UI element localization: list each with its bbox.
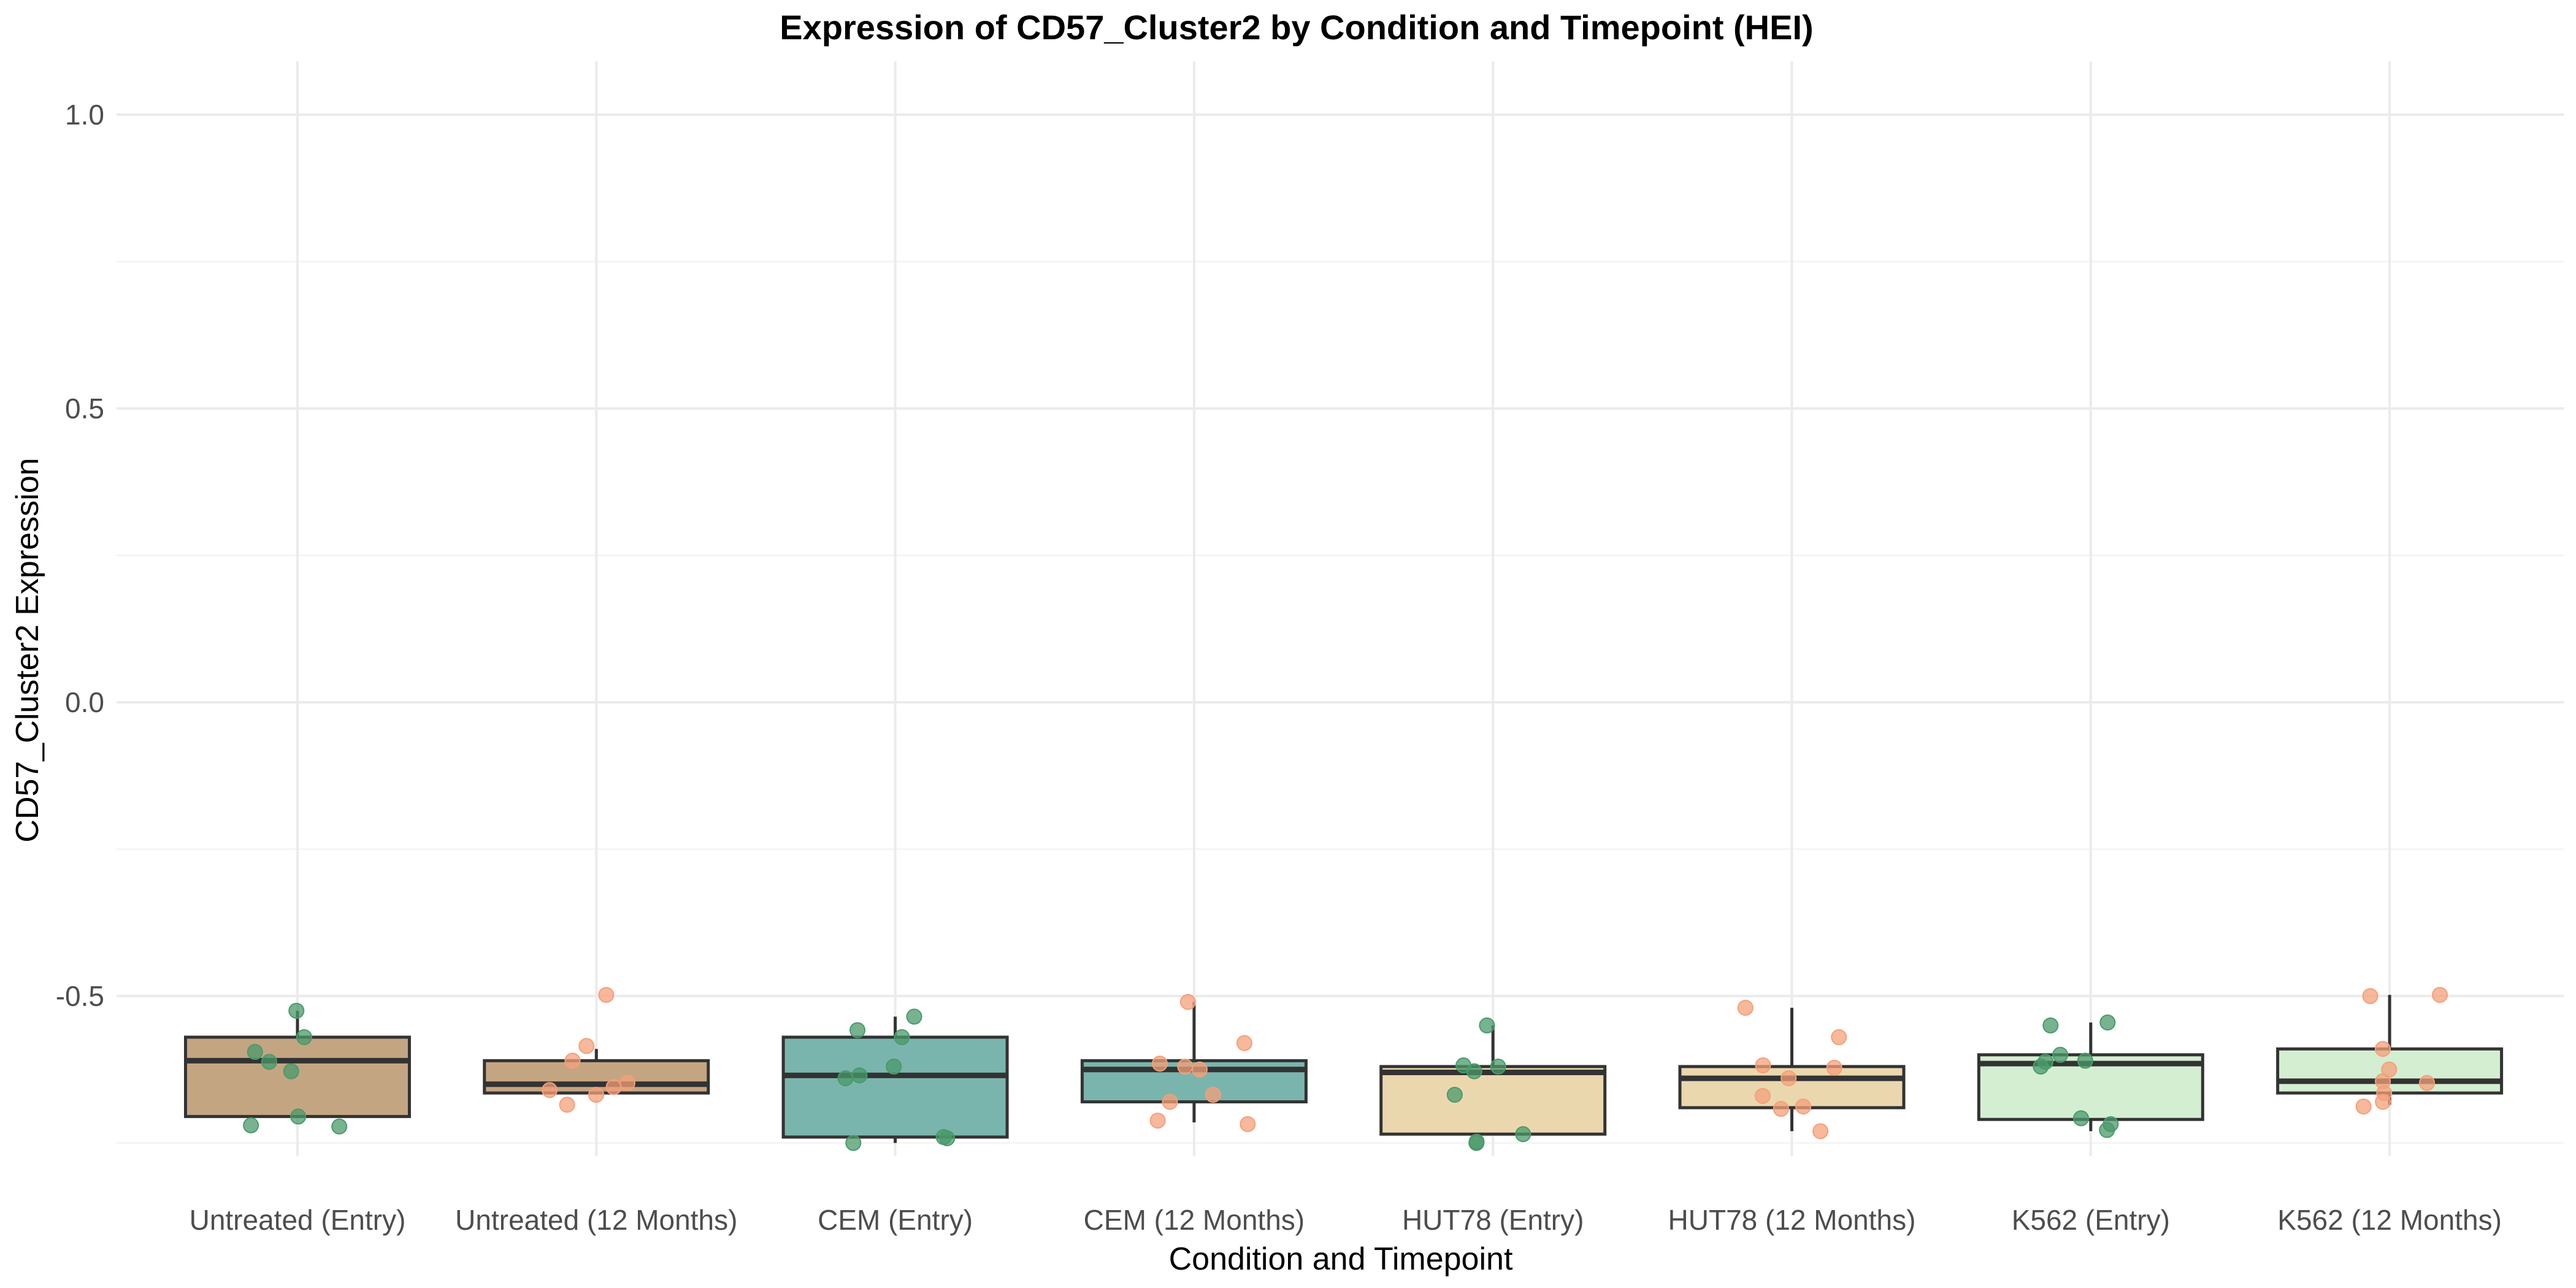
x-tick-label: HUT78 (12 Months) [1668,1204,1916,1236]
jitter-points [243,987,2448,1151]
data-point [2073,1110,2090,1127]
box-0 [184,1010,411,1118]
data-point [939,1130,956,1146]
x-axis-title: Condition and Timepoint [1169,1241,1513,1277]
data-point [1162,1094,1178,1110]
data-point [1149,1113,1166,1129]
chart-title: Expression of CD57_Cluster2 by Condition… [780,8,1813,47]
box-3 [1080,1002,1308,1122]
grid-lines [117,61,2564,1156]
x-axis-tick-labels: Untreated (Entry) Untreated (12 Months) CE… [190,1204,2502,1236]
data-point [261,1054,277,1070]
data-point [1191,1061,1208,1078]
data-point [1466,1063,1482,1079]
data-point [290,1108,307,1125]
box-plot-series [184,995,2504,1143]
data-point [906,1008,922,1025]
data-point [2052,1046,2069,1063]
x-tick-label: K562 (12 Months) [2277,1204,2502,1236]
y-tick-label: 1.0 [65,99,104,131]
data-point [1826,1059,1842,1076]
data-point [1737,1000,1754,1016]
data-point [849,1022,866,1038]
box-1 [483,1049,710,1095]
data-point [2432,987,2448,1003]
data-point [331,1118,348,1135]
data-point [851,1067,868,1084]
y-tick-label: 0.5 [65,393,104,424]
data-point [605,1079,622,1095]
data-point [886,1058,902,1075]
data-point [243,1117,259,1133]
box-6 [1977,1022,2204,1132]
data-point [619,1075,635,1091]
data-point [588,1086,605,1103]
data-point [1490,1058,1506,1075]
data-point [2362,988,2379,1004]
x-tick-label: K562 (Entry) [2012,1204,2170,1236]
iqr-box [1678,1065,1906,1110]
data-point [1240,1116,1256,1132]
x-tick-label: Untreated (Entry) [190,1204,406,1236]
data-point [2033,1058,2049,1075]
data-point [2099,1014,2116,1031]
data-point [283,1063,299,1079]
x-tick-label: CEM (Entry) [818,1204,973,1236]
data-point [288,1002,305,1019]
data-point [894,1029,910,1046]
data-point [1754,1087,1771,1104]
y-axis-tick-labels: 1.0 0.5 0.0 -0.5 [56,99,104,1012]
data-point [2099,1122,2115,1138]
data-point [1781,1070,1797,1087]
data-point [1755,1057,1771,1074]
data-point [1151,1056,1168,1072]
iqr-box [184,1035,411,1118]
data-point [564,1052,581,1069]
data-point [2374,1041,2391,1057]
y-axis-title: CD57_Cluster2 Expression [10,458,45,842]
data-point [2077,1052,2093,1069]
x-tick-label: HUT78 (Entry) [1402,1204,1584,1236]
y-tick-label: -0.5 [56,980,104,1012]
y-tick-label: 0.0 [65,686,104,718]
data-point [247,1044,263,1060]
data-point [1773,1100,1789,1117]
iqr-box [1379,1065,1607,1136]
data-point [559,1097,575,1113]
data-point [1179,994,1196,1010]
data-point [1479,1017,1495,1033]
data-point [1236,1035,1252,1051]
data-point [837,1070,854,1087]
data-point [1812,1123,1829,1140]
iqr-box [781,1035,1009,1139]
data-point [1795,1098,1812,1115]
x-tick-label: CEM (12 Months) [1084,1204,1305,1236]
box-5 [1678,1008,1906,1132]
x-tick-label: Untreated (12 Months) [455,1204,737,1236]
box-4 [1379,1025,1607,1136]
data-point [1177,1058,1194,1075]
data-point [1205,1086,1221,1103]
data-point [1468,1135,1485,1151]
data-point [2375,1094,2391,1110]
data-point [296,1029,312,1046]
data-point [845,1135,862,1151]
data-point [2042,1017,2059,1033]
data-point [2419,1075,2436,1091]
data-point [542,1082,558,1098]
data-point [2355,1098,2372,1115]
data-point [1831,1029,1847,1046]
data-point [598,987,615,1003]
data-point [1446,1086,1463,1103]
data-point [578,1038,595,1054]
data-point [1515,1126,1531,1143]
